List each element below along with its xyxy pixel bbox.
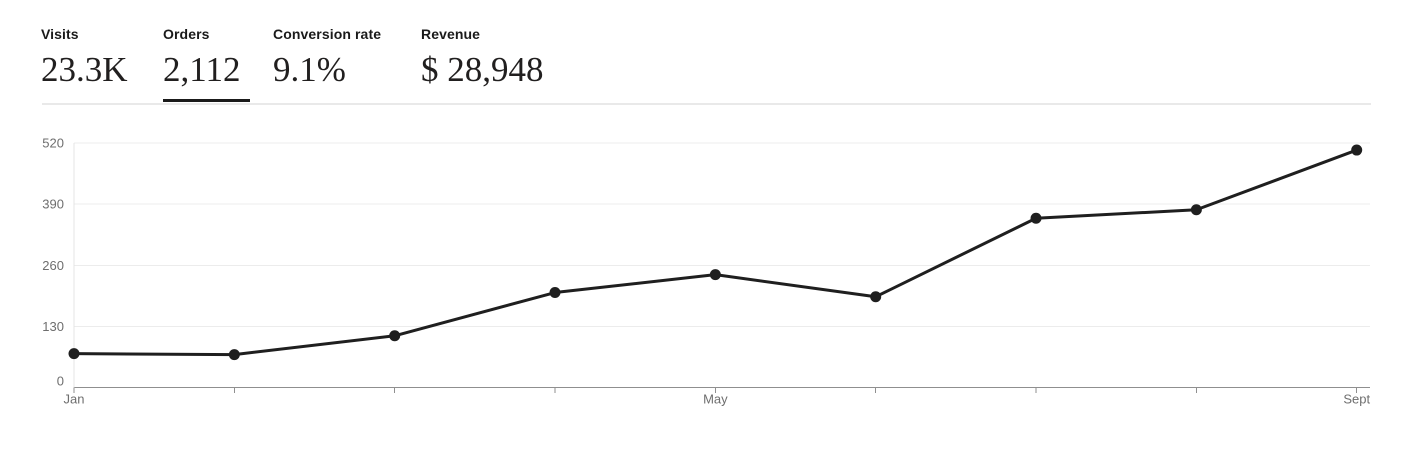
orders-series-line xyxy=(72,148,1359,357)
metric-tab-revenue[interactable]: Revenue $ 28,948 xyxy=(421,27,544,102)
metric-tab-bar: Visits 23.3K Orders 2,112 Conversion rat… xyxy=(41,27,544,102)
metric-value: 9.1% xyxy=(273,50,346,89)
metric-value: 2,112 xyxy=(163,50,241,89)
data-point[interactable] xyxy=(1190,204,1202,216)
data-point[interactable] xyxy=(1030,212,1042,224)
data-point[interactable] xyxy=(709,269,721,281)
y-axis-tick-label: 130 xyxy=(42,319,64,334)
metric-tab-orders[interactable]: Orders 2,112 xyxy=(163,27,250,102)
y-axis-tick-label: 260 xyxy=(42,258,64,273)
data-point[interactable] xyxy=(1351,144,1363,156)
metric-value: 23.3K xyxy=(41,50,128,89)
data-point[interactable] xyxy=(68,348,80,360)
tab-bar-divider xyxy=(42,102,1371,105)
x-axis-tick-label: May xyxy=(703,392,728,407)
metric-tab-visits[interactable]: Visits 23.3K xyxy=(41,27,140,102)
data-point[interactable] xyxy=(228,349,240,361)
y-axis-tick-label: 0 xyxy=(57,374,64,389)
metric-value: $ 28,948 xyxy=(421,50,544,89)
metric-label: Revenue xyxy=(421,26,481,42)
data-point[interactable] xyxy=(870,291,882,303)
data-point[interactable] xyxy=(549,287,561,299)
metric-label: Visits xyxy=(41,26,79,42)
x-axis-tick-label: Sept xyxy=(1343,392,1370,407)
metric-tab-conversion-rate[interactable]: Conversion rate 9.1% xyxy=(273,27,398,102)
data-point[interactable] xyxy=(389,330,401,342)
metric-label: Conversion rate xyxy=(273,26,382,42)
metric-label: Orders xyxy=(163,26,210,42)
y-axis-tick-label: 390 xyxy=(42,197,64,212)
y-axis-tick-label: 520 xyxy=(42,136,64,151)
x-axis-tick-label: Jan xyxy=(64,392,85,407)
